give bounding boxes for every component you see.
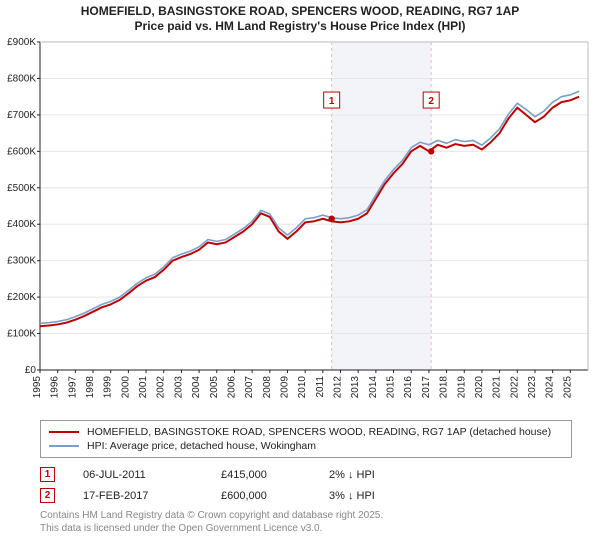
svg-text:2014: 2014 xyxy=(368,376,379,399)
marker-badge: 1 xyxy=(40,467,55,482)
svg-text:£700K: £700K xyxy=(7,110,36,121)
svg-text:1: 1 xyxy=(329,96,335,107)
title-line1: HOMEFIELD, BASINGSTOKE ROAD, SPENCERS WO… xyxy=(8,4,592,19)
svg-text:2015: 2015 xyxy=(386,376,397,399)
svg-text:2024: 2024 xyxy=(545,376,556,399)
svg-text:£900K: £900K xyxy=(7,37,36,48)
marker-price: £415,000 xyxy=(221,469,301,481)
svg-text:2011: 2011 xyxy=(315,376,326,398)
legend: HOMEFIELD, BASINGSTOKE ROAD, SPENCERS WO… xyxy=(40,420,572,458)
svg-text:2017: 2017 xyxy=(421,376,432,399)
svg-text:2007: 2007 xyxy=(244,376,255,399)
svg-text:2020: 2020 xyxy=(474,376,485,399)
svg-text:£200K: £200K xyxy=(7,292,36,303)
svg-text:2012: 2012 xyxy=(333,376,344,399)
svg-text:£500K: £500K xyxy=(7,183,36,194)
svg-text:1997: 1997 xyxy=(67,376,78,399)
svg-text:2: 2 xyxy=(428,96,434,107)
svg-text:2019: 2019 xyxy=(456,376,467,399)
marker-table: 1 06-JUL-2011 £415,000 2% ↓ HPI 2 17-FEB-2017… xyxy=(40,464,572,506)
svg-text:£0: £0 xyxy=(25,365,37,376)
marker-row: 1 06-JUL-2011 £415,000 2% ↓ HPI xyxy=(40,464,572,485)
svg-text:1999: 1999 xyxy=(103,376,114,399)
svg-text:1998: 1998 xyxy=(85,376,96,399)
svg-text:2002: 2002 xyxy=(156,376,167,399)
legend-label: HOMEFIELD, BASINGSTOKE ROAD, SPENCERS WO… xyxy=(87,426,551,438)
legend-row: HPI: Average price, detached house, Woki… xyxy=(49,439,563,453)
marker-price: £600,000 xyxy=(221,490,301,502)
svg-text:1995: 1995 xyxy=(32,376,43,399)
marker-badge: 2 xyxy=(40,488,55,503)
svg-text:2022: 2022 xyxy=(509,376,520,399)
svg-text:2018: 2018 xyxy=(439,376,450,399)
chart-title: HOMEFIELD, BASINGSTOKE ROAD, SPENCERS WO… xyxy=(0,0,600,36)
marker-date: 06-JUL-2011 xyxy=(83,469,193,481)
legend-swatch xyxy=(49,445,79,447)
chart-area: £0 £100K £200K £300K £400K £500K £600K £700K £80… xyxy=(0,36,600,416)
svg-text:1996: 1996 xyxy=(50,376,61,399)
title-line2: Price paid vs. HM Land Registry's House … xyxy=(8,19,592,34)
svg-text:2009: 2009 xyxy=(279,376,290,399)
svg-text:2001: 2001 xyxy=(138,376,149,399)
svg-text:2013: 2013 xyxy=(350,376,361,399)
svg-text:£100K: £100K xyxy=(7,329,36,340)
attribution: Contains HM Land Registry data © Crown c… xyxy=(40,510,572,535)
svg-text:2003: 2003 xyxy=(173,376,184,399)
svg-text:2023: 2023 xyxy=(527,376,538,399)
svg-text:2010: 2010 xyxy=(297,376,308,399)
svg-text:2004: 2004 xyxy=(191,376,202,399)
chart-svg: £0 £100K £200K £300K £400K £500K £600K £700K £80… xyxy=(0,36,600,416)
svg-text:2006: 2006 xyxy=(226,376,237,399)
legend-row: HOMEFIELD, BASINGSTOKE ROAD, SPENCERS WO… xyxy=(49,425,563,439)
svg-text:2016: 2016 xyxy=(403,376,414,399)
svg-text:2008: 2008 xyxy=(262,376,273,399)
legend-label: HPI: Average price, detached house, Woki… xyxy=(87,440,316,452)
svg-text:2005: 2005 xyxy=(209,376,220,399)
attribution-line1: Contains HM Land Registry data © Crown c… xyxy=(40,510,572,523)
marker-row: 2 17-FEB-2017 £600,000 3% ↓ HPI xyxy=(40,485,572,506)
marker-delta: 2% ↓ HPI xyxy=(329,469,409,481)
svg-text:£600K: £600K xyxy=(7,146,36,157)
svg-text:£800K: £800K xyxy=(7,73,36,84)
svg-text:2000: 2000 xyxy=(120,376,131,399)
marker-delta: 3% ↓ HPI xyxy=(329,490,409,502)
marker-date: 17-FEB-2017 xyxy=(83,490,193,502)
svg-text:£300K: £300K xyxy=(7,256,36,267)
svg-text:£400K: £400K xyxy=(7,219,36,230)
legend-swatch xyxy=(49,431,79,433)
svg-text:2025: 2025 xyxy=(562,376,573,399)
attribution-line2: This data is licensed under the Open Gov… xyxy=(40,523,572,536)
svg-text:2021: 2021 xyxy=(492,376,503,399)
